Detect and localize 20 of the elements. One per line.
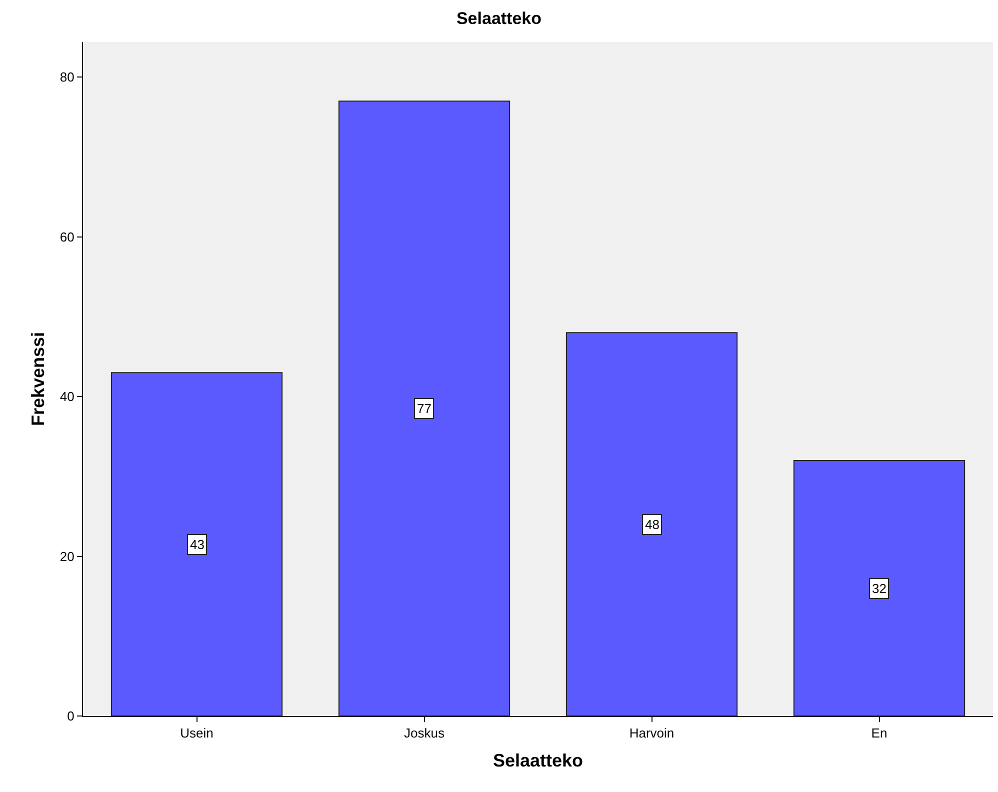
- data-label: 32: [872, 581, 886, 596]
- x-tick-label: Usein: [180, 726, 214, 741]
- bar: [793, 460, 966, 716]
- x-tick-label: En: [871, 726, 888, 741]
- data-label: 43: [190, 537, 204, 552]
- x-tick-label: Joskus: [404, 726, 445, 741]
- y-axis-title: Frekvenssi: [28, 332, 48, 426]
- chart-title: Selaatteko: [456, 8, 542, 28]
- data-label: 48: [645, 517, 660, 532]
- y-tick-label: 80: [60, 70, 74, 85]
- x-axis-title: Selaatteko: [492, 750, 584, 771]
- y-tick-label: 0: [67, 708, 74, 724]
- bar: [566, 332, 738, 716]
- bar: [110, 372, 283, 716]
- x-tick-label: Harvoin: [629, 726, 674, 741]
- y-tick-label: 20: [60, 548, 74, 564]
- bar: [338, 100, 510, 716]
- data-label: 77: [417, 401, 432, 416]
- y-tick-label: 40: [60, 389, 74, 404]
- y-tick-label: 60: [60, 229, 74, 244]
